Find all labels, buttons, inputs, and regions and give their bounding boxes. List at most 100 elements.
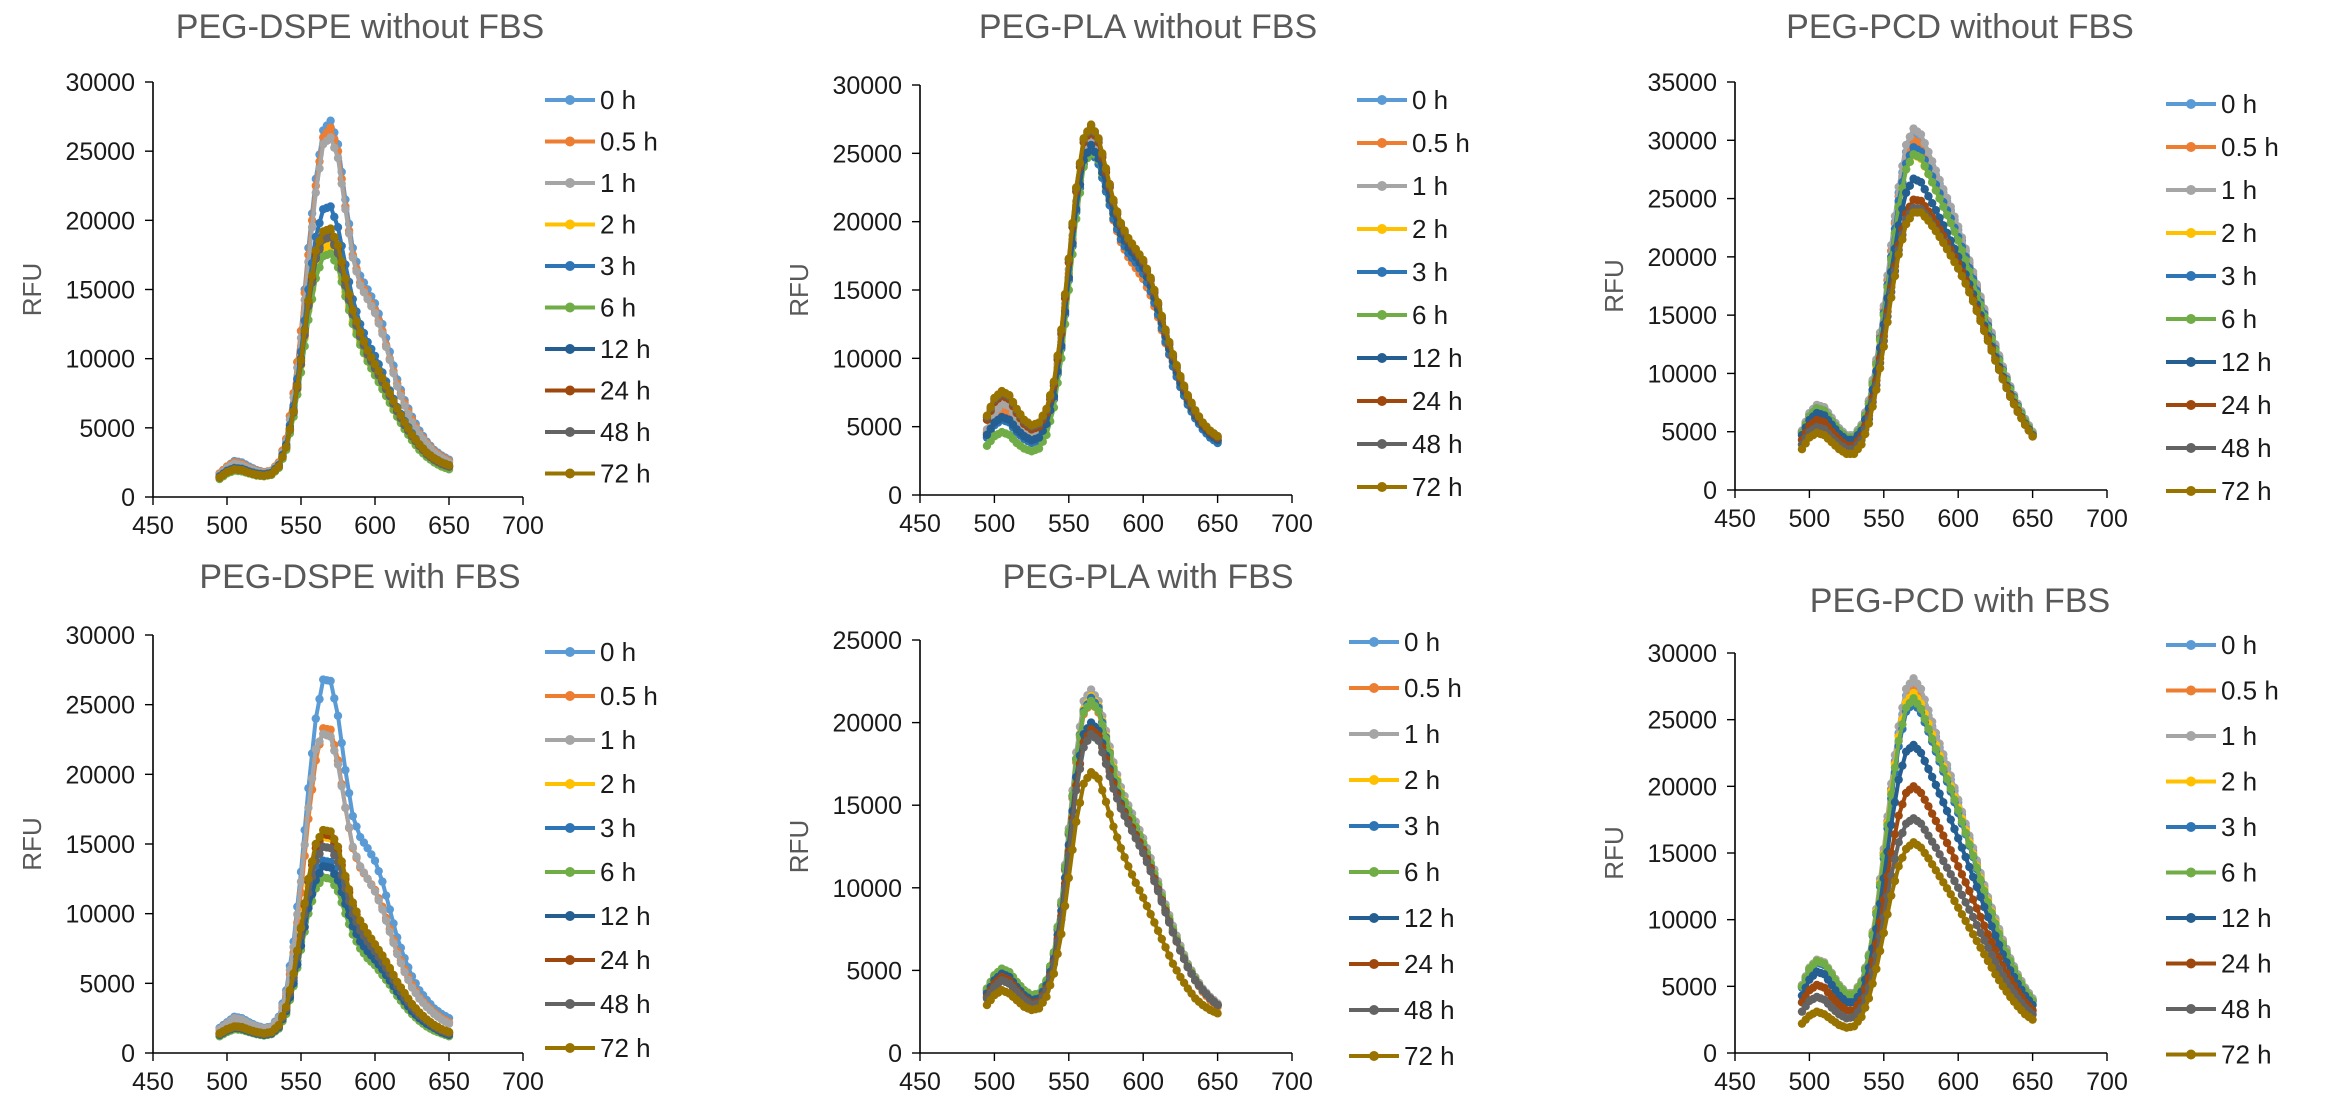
- chart-panel: PEG-PCD with FBS 0 5000 10000 15000 20000 2500…: [1599, 582, 2279, 1096]
- data-point: [337, 179, 346, 188]
- legend-item: 1 h: [545, 725, 636, 755]
- chart-title: PEG-PLA without FBS: [979, 8, 1317, 46]
- legend-swatch-marker: [1369, 1051, 1379, 1061]
- legend-label: 48 h: [1412, 429, 1463, 459]
- legend-item: 2 h: [545, 769, 636, 799]
- y-axis-label: RFU: [784, 820, 814, 873]
- legend-swatch-marker: [1369, 959, 1379, 969]
- y-tick-label: 20000: [832, 209, 902, 237]
- series-line: [1800, 145, 2035, 440]
- data-point: [1879, 928, 1888, 938]
- chart-title: PEG-DSPE without FBS: [176, 8, 544, 46]
- data-point: [1064, 873, 1073, 883]
- legend-label: 3 h: [1412, 257, 1448, 287]
- legend-item: 0.5 h: [1349, 673, 1462, 703]
- legend-swatch-marker: [2186, 867, 2196, 878]
- legend-label: 24 h: [600, 945, 651, 975]
- chart-panel: PEG-DSPE without FBS 0 5000 10000 15000 20000…: [17, 8, 658, 540]
- data-point: [1931, 186, 1941, 195]
- data-point: [396, 391, 406, 401]
- data-point: [1939, 764, 1948, 774]
- legend-label: 24 h: [2221, 390, 2272, 420]
- data-point: [1939, 238, 1948, 248]
- data-point: [444, 1019, 454, 1028]
- data-point: [1946, 846, 1955, 855]
- legend-item: 48 h: [545, 417, 651, 447]
- legend-label: 48 h: [2221, 994, 2272, 1024]
- data-point: [337, 857, 346, 866]
- data-point: [2009, 400, 2019, 409]
- data-point: [1112, 794, 1122, 803]
- x-tick-label: 550: [280, 1068, 322, 1096]
- data-point: [1927, 157, 1937, 166]
- legend-label: 3 h: [1404, 811, 1440, 841]
- data-point: [400, 418, 409, 427]
- data-point: [1135, 886, 1144, 895]
- legend-swatch-marker: [565, 691, 575, 701]
- data-point: [444, 460, 454, 470]
- legend-item: 12 h: [545, 334, 651, 364]
- x-tick-label: 650: [2012, 1068, 2054, 1096]
- data-point: [1875, 363, 1885, 373]
- data-point: [311, 714, 320, 723]
- y-tick-label: 5000: [79, 415, 135, 443]
- legend-item: 3 h: [545, 813, 636, 843]
- legend-label: 0.5 h: [1412, 128, 1470, 158]
- data-point: [396, 411, 406, 420]
- data-point: [1101, 797, 1111, 807]
- data-point: [1887, 848, 1896, 858]
- data-point: [1168, 350, 1178, 359]
- data-point: [1961, 916, 1970, 926]
- data-point: [1890, 763, 1900, 772]
- data-point: [1146, 910, 1155, 919]
- data-point: [1105, 810, 1114, 819]
- data-point: [378, 905, 387, 914]
- legend-label: 3 h: [2221, 261, 2257, 291]
- data-point: [1946, 870, 1955, 879]
- y-tick-label: 0: [121, 484, 135, 512]
- data-point: [363, 874, 372, 884]
- data-point: [1887, 790, 1896, 799]
- data-point: [1153, 926, 1163, 935]
- data-point: [1868, 402, 1877, 411]
- legend-item: 2 h: [2166, 767, 2257, 797]
- chart-panel: PEG-PLA without FBS 0 5000 10000 15000 20000 2…: [784, 8, 1470, 538]
- series-line: [1800, 126, 2035, 438]
- y-tick-label: 5000: [79, 970, 135, 998]
- data-point: [1972, 882, 1981, 892]
- data-point: [1946, 218, 1955, 228]
- y-tick-label: 15000: [832, 277, 902, 305]
- data-point: [1954, 834, 1963, 843]
- series-line: [985, 727, 1219, 1007]
- legend-swatch-marker: [1369, 729, 1379, 739]
- legend-label: 12 h: [1412, 343, 1463, 373]
- legend-swatch-marker: [1377, 95, 1387, 105]
- legend-swatch-marker: [2186, 685, 2196, 696]
- y-tick-label: 5000: [846, 414, 902, 442]
- data-point: [1172, 360, 1181, 370]
- legend-label: 2 h: [1404, 765, 1440, 795]
- data-point: [1179, 954, 1189, 964]
- legend-item: 48 h: [1357, 429, 1463, 459]
- data-point: [381, 916, 391, 925]
- data-point: [1098, 149, 1107, 158]
- x-tick-label: 550: [1863, 505, 1905, 533]
- legend-label: 12 h: [600, 901, 651, 931]
- legend-swatch-marker: [2186, 822, 2196, 832]
- data-point: [1879, 342, 1888, 351]
- y-tick-label: 0: [121, 1040, 135, 1068]
- data-point: [330, 746, 339, 755]
- data-point: [1083, 127, 1092, 136]
- data-point: [1127, 870, 1137, 879]
- data-point: [330, 850, 339, 860]
- x-tick-label: 650: [1197, 1068, 1239, 1096]
- legend-item: 3 h: [1357, 257, 1448, 287]
- data-point: [1864, 419, 1874, 428]
- legend-item: 12 h: [1349, 903, 1455, 933]
- legend-item: 72 h: [2166, 476, 2272, 506]
- data-point: [1942, 838, 1952, 848]
- data-point: [1153, 298, 1163, 307]
- data-point: [1901, 188, 1911, 197]
- legend-item: 3 h: [1349, 811, 1440, 841]
- data-point: [282, 1002, 291, 1012]
